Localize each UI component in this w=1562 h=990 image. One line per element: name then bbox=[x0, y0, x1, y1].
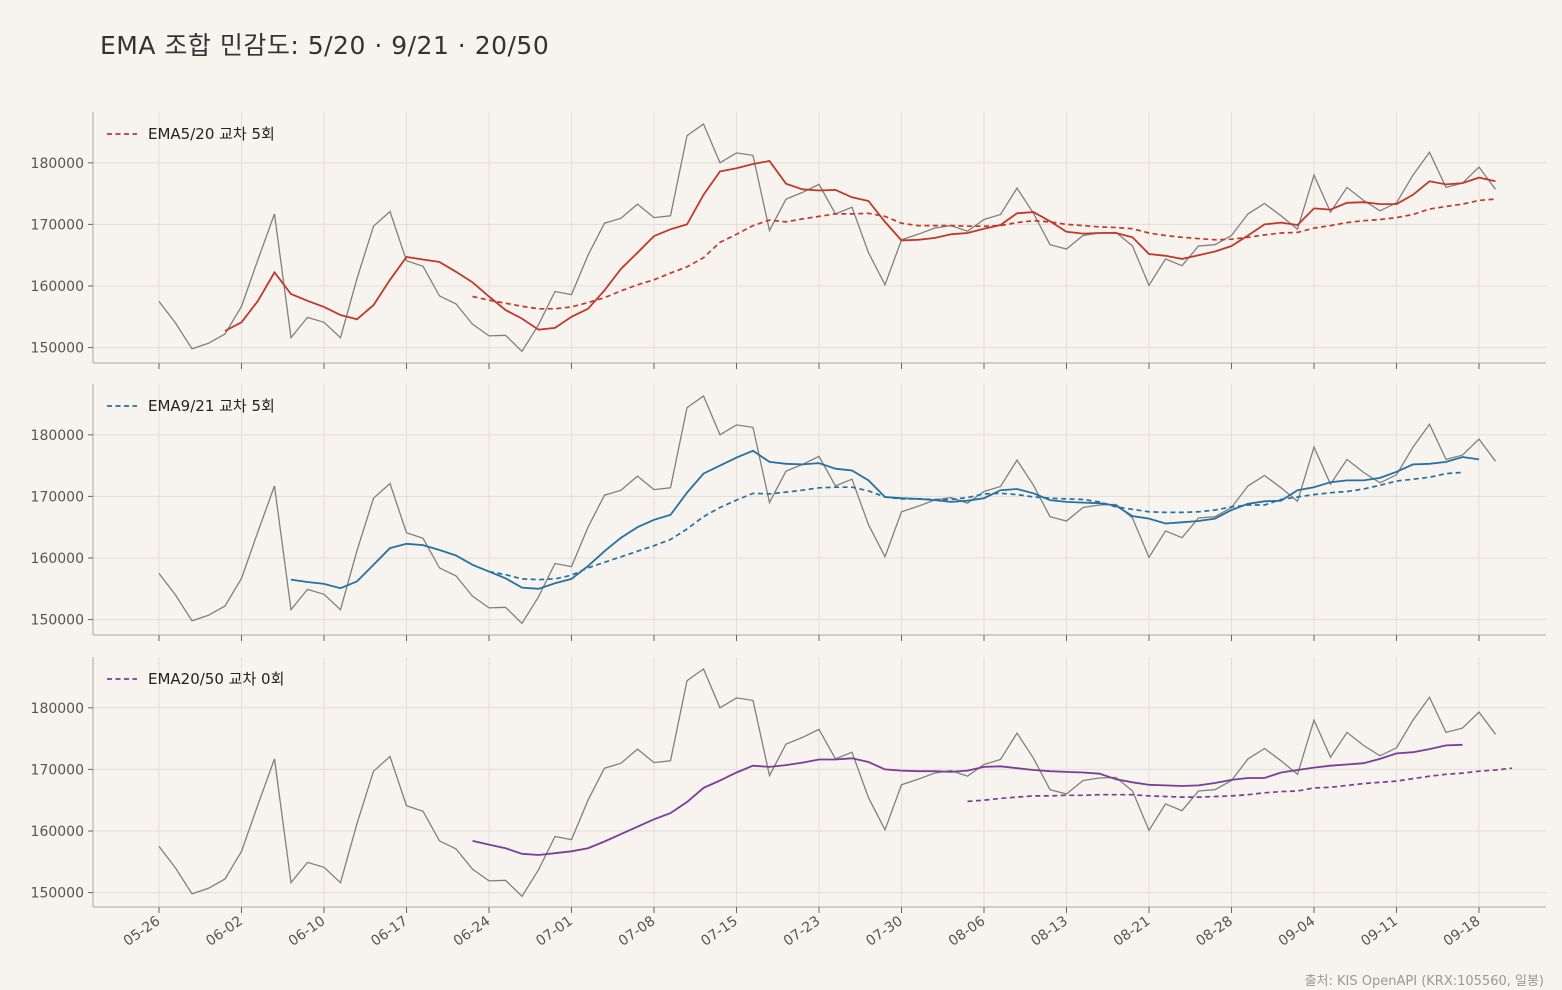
y-tick-label: 160000 bbox=[31, 824, 84, 840]
series-price bbox=[158, 395, 1497, 625]
series-price bbox=[158, 668, 1497, 898]
x-tick-label: 07-08 bbox=[616, 913, 659, 949]
x-tick-label: 05-26 bbox=[121, 913, 164, 949]
legend-label: EMA5/20 교차 5회 bbox=[148, 125, 275, 143]
y-tick-label: 180000 bbox=[31, 701, 84, 717]
y-tick-label: 170000 bbox=[31, 217, 84, 233]
y-tick-label: 170000 bbox=[31, 489, 84, 505]
legend-label: EMA20/50 교차 0회 bbox=[148, 670, 284, 688]
x-tick-label: 07-30 bbox=[863, 913, 906, 949]
y-tick-label: 160000 bbox=[31, 279, 84, 295]
x-tick-label: 06-24 bbox=[451, 913, 494, 949]
y-tick-label: 180000 bbox=[31, 428, 84, 444]
x-tick-label: 06-02 bbox=[203, 913, 246, 949]
x-tick-label: 09-11 bbox=[1358, 913, 1401, 949]
x-tick-label: 08-13 bbox=[1028, 913, 1071, 949]
y-tick-label: 150000 bbox=[31, 613, 84, 629]
y-tick-label: 170000 bbox=[31, 762, 84, 778]
series-slow-ema bbox=[967, 767, 1513, 803]
series-fast-ema bbox=[472, 743, 1463, 856]
series-price bbox=[158, 123, 1497, 353]
y-tick-label: 150000 bbox=[31, 341, 84, 357]
x-tick-label: 06-17 bbox=[368, 913, 411, 949]
x-tick-label: 08-06 bbox=[946, 913, 989, 949]
legend-label: EMA9/21 교차 5회 bbox=[148, 397, 275, 415]
x-tick-label: 08-28 bbox=[1193, 913, 1236, 949]
source-note: 출처: KIS OpenAPI (KRX:105560, 일봉) bbox=[1304, 974, 1544, 989]
y-tick-label: 160000 bbox=[31, 551, 84, 567]
series-fast-ema bbox=[224, 160, 1496, 332]
x-tick-label: 09-04 bbox=[1276, 913, 1319, 949]
chart-title: EMA 조합 민감도: 5/20 · 9/21 · 20/50 bbox=[100, 31, 550, 60]
x-tick-label: 08-21 bbox=[1111, 913, 1154, 949]
series-slow-ema bbox=[488, 471, 1463, 581]
y-tick-label: 150000 bbox=[31, 886, 84, 902]
x-tick-label: 07-01 bbox=[533, 913, 576, 949]
x-tick-label: 09-18 bbox=[1441, 913, 1484, 949]
x-tick-label: 06-10 bbox=[286, 913, 329, 949]
y-tick-label: 180000 bbox=[31, 156, 84, 172]
series-fast-ema bbox=[290, 449, 1480, 590]
series-slow-ema bbox=[472, 198, 1496, 310]
x-tick-label: 07-23 bbox=[781, 913, 824, 949]
x-tick-label: 07-15 bbox=[698, 913, 741, 949]
